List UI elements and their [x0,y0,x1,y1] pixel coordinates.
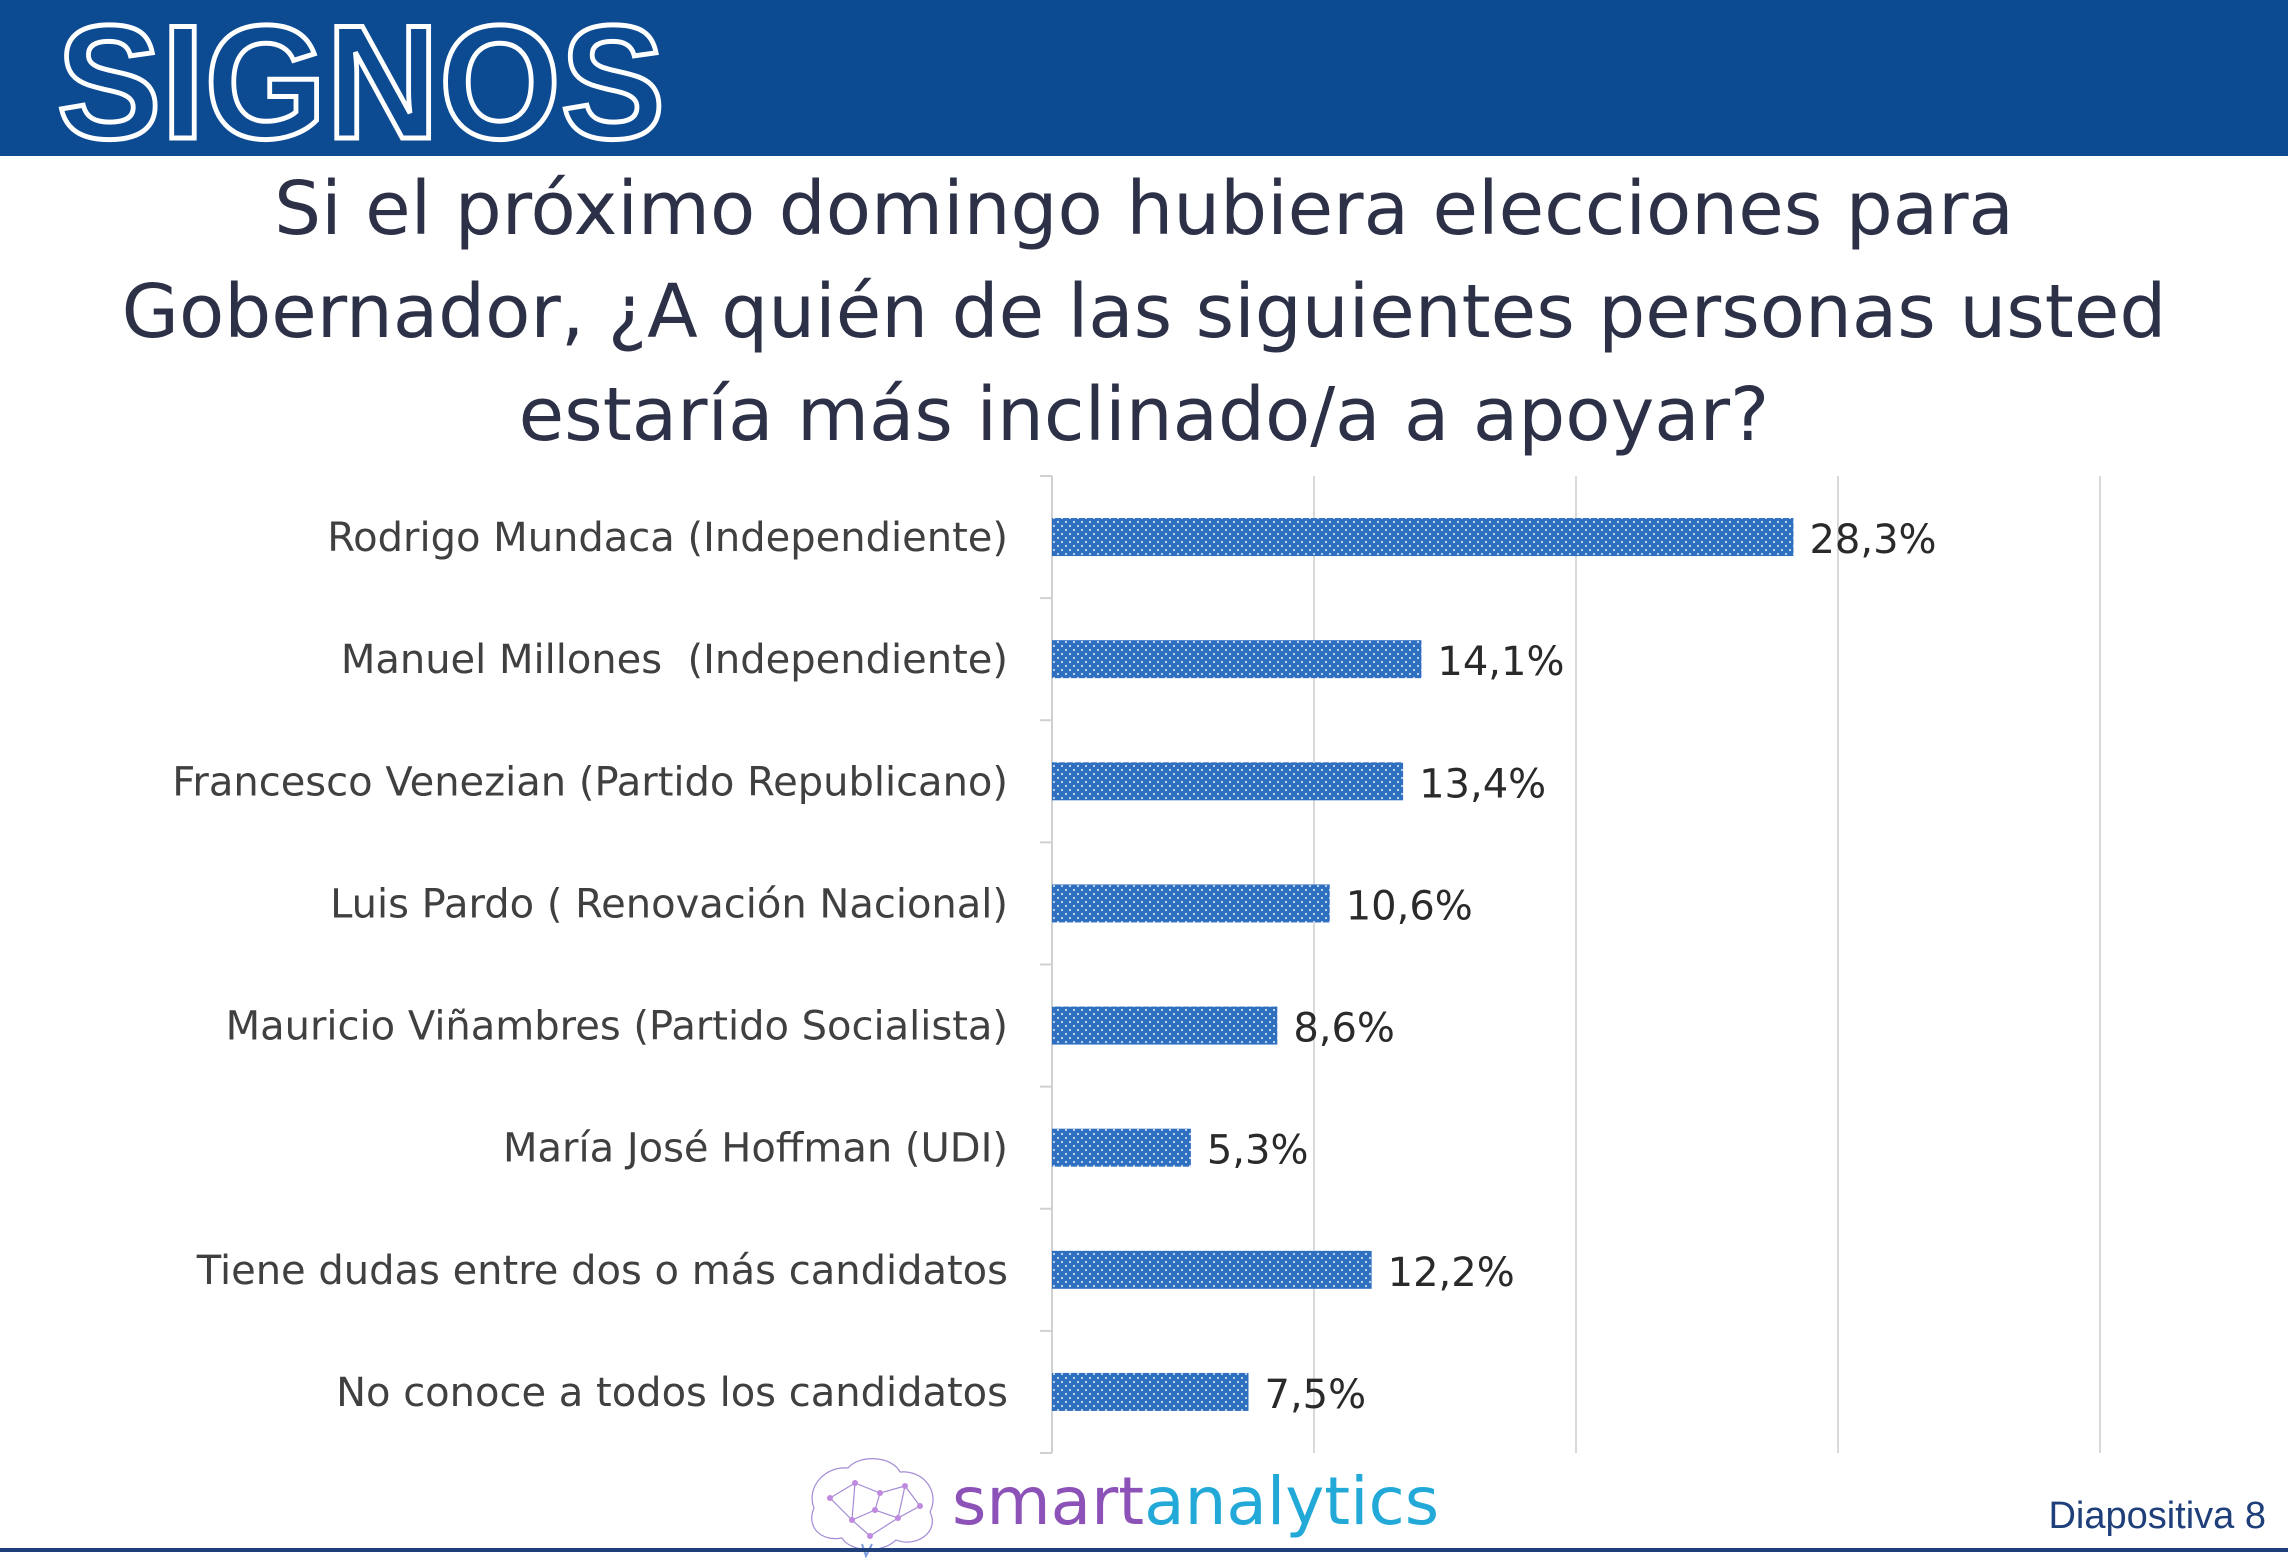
category-label: Francesco Venezian (Partido Republicano) [172,759,1008,805]
smartanalytics-wordmark: smartanalytics [952,1457,1439,1547]
bar [1052,1250,1372,1289]
brain-network-icon [811,1458,934,1558]
chart-title: Si el próximo domingo hubiera elecciones… [121,166,2167,458]
header-bar [0,0,2288,156]
bars [1052,518,1794,1411]
slide-number: Diapositiva 8 [2048,1495,2266,1537]
y-axis [1040,475,1053,1454]
category-label: Luis Pardo ( Renovación Nacional) [330,881,1008,927]
value-label: 28,3% [1809,517,1936,563]
bar [1052,640,1422,679]
bar [1052,1006,1278,1045]
category-labels: Rodrigo Mundaca (Independiente) Manuel Mi… [172,515,1008,1416]
value-label: 14,1% [1437,639,1564,685]
category-label: María José Hoffman (UDI) [503,1126,1008,1172]
signos-logo-text: SIGNOS [57,10,665,150]
wordmark-smart: smart [952,1463,1145,1540]
category-label: No conoce a todos los candidatos [336,1370,1008,1416]
signos-logo: SIGNOS [55,10,668,150]
category-label: Tiene dudas entre dos o más candidatos [196,1248,1008,1294]
wordmark-analytics: analytics [1144,1463,1440,1540]
bottom-rule [0,1548,2288,1552]
category-label: Manuel Millones (Independiente) [341,637,1008,683]
value-label: 7,5% [1265,1372,1367,1418]
bar [1052,1372,1249,1411]
value-label: 10,6% [1346,883,1473,929]
bar [1052,1128,1191,1167]
value-label: 5,3% [1207,1128,1309,1174]
value-label: 8,6% [1293,1006,1395,1052]
bar [1052,762,1404,801]
category-label: Mauricio Viñambres (Partido Socialista) [226,1004,1008,1050]
bar [1052,518,1794,557]
value-label: 12,2% [1388,1250,1515,1296]
value-label: 13,4% [1419,761,1546,807]
value-labels: 28,3% 14,1% 13,4% 10,6% 8,6% 5,3% 12,2% 7,5% [1207,517,1937,1418]
category-label: Rodrigo Mundaca (Independiente) [327,515,1008,561]
grid-lines [1313,476,2101,1453]
bar [1052,884,1330,923]
